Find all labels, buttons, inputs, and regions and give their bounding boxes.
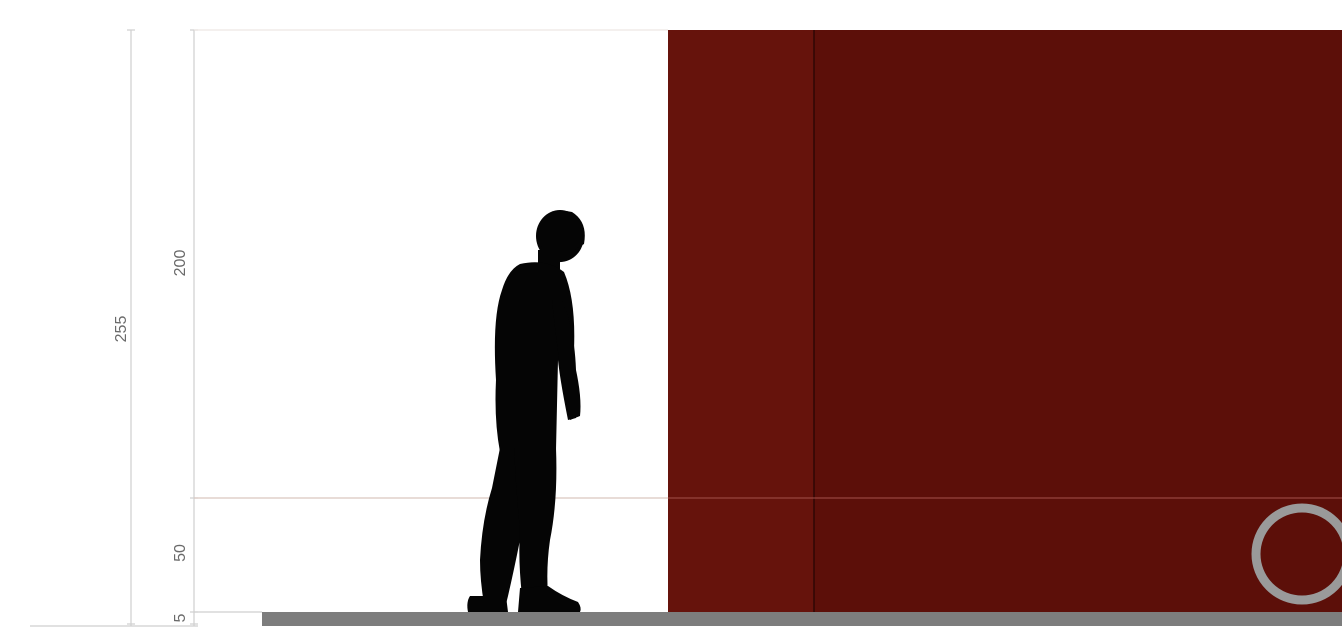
wall-panel-left: [668, 30, 814, 612]
floor-slab: [262, 612, 1342, 626]
dimension-label-base: 5: [172, 613, 189, 623]
wall-panel-main: [814, 30, 1342, 612]
dimension-label-lower: 50: [172, 544, 189, 562]
circle-marker-icon: [1251, 503, 1342, 605]
person-silhouette-icon: [467, 210, 585, 612]
dimension-label-upper: 200: [172, 249, 189, 277]
dimension-label-total: 255: [113, 315, 130, 343]
dimension-lines: [30, 29, 262, 627]
